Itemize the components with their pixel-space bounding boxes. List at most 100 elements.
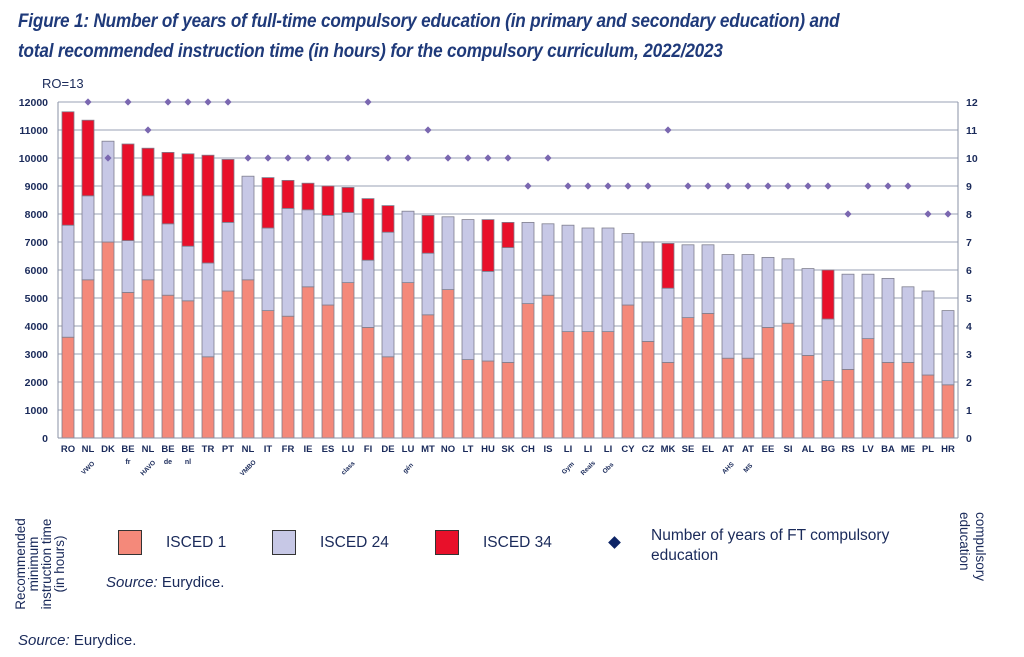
x-sublabel: MS xyxy=(742,462,754,474)
x-tick-label: AT xyxy=(742,444,754,455)
bar-segment-isced-1 xyxy=(521,303,535,439)
x-tick-label: NL xyxy=(142,444,155,455)
years-point xyxy=(544,154,552,162)
bar-segment-isced-1 xyxy=(341,282,355,439)
bar-segment-isced-1 xyxy=(801,354,815,439)
legend-swatch-isced34 xyxy=(435,530,459,555)
x-sublabel: Obs xyxy=(601,461,615,475)
bar-segment-isced-34 xyxy=(481,219,495,272)
x-tick-label: CZ xyxy=(642,444,655,455)
y2-tick-label: 5 xyxy=(966,293,972,305)
x-tick-label: LT xyxy=(463,444,474,455)
bar-segment-isced-24 xyxy=(521,221,535,304)
bar-segment-isced-1 xyxy=(421,314,435,439)
diamond-icon xyxy=(608,536,621,549)
bars xyxy=(61,111,955,439)
years-point xyxy=(244,154,252,162)
y2-tick-label: 10 xyxy=(966,153,978,165)
bar-segment-isced-34 xyxy=(661,242,675,289)
bar-segment-isced-24 xyxy=(621,233,635,306)
years-point xyxy=(124,98,132,106)
bar-segment-isced-1 xyxy=(821,380,835,439)
source-text: Eurydice. xyxy=(69,632,137,649)
x-tick-label: PL xyxy=(922,444,934,455)
bar-segment-isced-1 xyxy=(381,356,395,439)
years-point xyxy=(264,154,272,162)
bar-segment-isced-1 xyxy=(241,279,255,439)
bar-segment-isced-1 xyxy=(581,331,595,439)
bar-segment-isced-1 xyxy=(761,326,775,439)
x-tick-label: LV xyxy=(862,444,874,455)
years-point xyxy=(844,210,852,218)
bar-segment-isced-1 xyxy=(841,368,855,439)
y2-tick-label: 8 xyxy=(966,209,972,221)
bar-segment-isced-34 xyxy=(161,151,175,225)
y-tick-labels: 0 1000 2000 3000 4000 5000 6000 7000 8000 9000 100… xyxy=(19,97,48,445)
y2-tick-label: 9 xyxy=(966,181,972,193)
years-point xyxy=(784,182,792,190)
bar-segment-isced-24 xyxy=(641,241,655,342)
legend-item-isced34: ISCED 34 xyxy=(435,530,552,555)
axes xyxy=(57,102,959,439)
bar-segment-isced-24 xyxy=(341,212,355,284)
y2-tick-label: 11 xyxy=(966,125,977,137)
bar-segment-isced-24 xyxy=(101,140,115,243)
years-point xyxy=(424,126,432,134)
bar-segment-isced-1 xyxy=(81,279,95,439)
bar-segment-isced-24 xyxy=(81,195,95,281)
source-inner-prefix: Source: xyxy=(106,574,158,591)
bar-segment-isced-1 xyxy=(901,361,915,439)
bar-segment-isced-1 xyxy=(61,336,75,439)
bar-segment-isced-24 xyxy=(401,210,415,283)
right-axis-title: compulsory education xyxy=(950,512,990,602)
years-point xyxy=(524,182,532,190)
bar-segment-isced-1 xyxy=(941,384,955,439)
legend-item-years xyxy=(604,536,621,549)
x-tick-labels: RO NL VWO DK BE fr NL HAVO BE de BE nl TR PT NL VMBO IT F… xyxy=(61,444,955,478)
bar-segment-isced-34 xyxy=(321,185,335,216)
bar-segment-isced-1 xyxy=(181,300,195,439)
legend-item-isced24: ISCED 24 xyxy=(272,530,389,555)
bar-segment-isced-34 xyxy=(501,221,515,248)
x-tick-label: CY xyxy=(621,444,635,455)
bar-segment-isced-24 xyxy=(901,286,915,363)
y-tick-label: 9000 xyxy=(25,181,49,193)
x-tick-label: BG xyxy=(821,444,835,455)
bar-segment-isced-24 xyxy=(321,214,335,306)
x-tick-label: NL xyxy=(242,444,255,455)
x-sublabel: Reals xyxy=(580,459,597,476)
bar-segment-isced-24 xyxy=(681,244,695,319)
x-tick-label: LI xyxy=(604,444,612,455)
legend-swatch-isced1 xyxy=(118,530,142,555)
bar-segment-isced-1 xyxy=(641,340,655,439)
years-point xyxy=(104,154,112,162)
years-point xyxy=(584,182,592,190)
stacked-bar-chart: 0100020003000400050006000700080009000100… xyxy=(19,97,978,478)
years-point xyxy=(724,182,732,190)
bar-segment-isced-34 xyxy=(181,153,195,247)
bar-segment-isced-24 xyxy=(821,318,835,381)
bar-segment-isced-1 xyxy=(101,241,115,439)
bar-segment-isced-1 xyxy=(441,289,455,439)
bar-segment-isced-1 xyxy=(661,361,675,439)
bar-segment-isced-24 xyxy=(201,262,215,358)
bar-segment-isced-24 xyxy=(601,227,615,332)
years-point xyxy=(164,98,172,106)
bar-segment-isced-24 xyxy=(921,290,935,376)
years-points xyxy=(84,98,952,218)
bar-segment-isced-1 xyxy=(321,304,335,439)
x-tick-label: MK xyxy=(661,444,676,455)
bar-segment-isced-1 xyxy=(301,286,315,439)
bar-segment-isced-1 xyxy=(161,294,175,439)
figure-title-line-1: Figure 1: Number of years of full-time c… xyxy=(18,10,840,32)
y2-tick-label: 0 xyxy=(966,433,972,445)
years-point xyxy=(864,182,872,190)
years-point xyxy=(444,154,452,162)
x-tick-label: EL xyxy=(702,444,714,455)
y2-tick-label: 12 xyxy=(966,97,978,109)
bar-segment-isced-1 xyxy=(701,312,715,439)
years-point xyxy=(144,126,152,134)
years-point xyxy=(744,182,752,190)
bar-segment-isced-34 xyxy=(61,111,75,226)
legend-label-isced34: ISCED 34 xyxy=(483,533,552,551)
